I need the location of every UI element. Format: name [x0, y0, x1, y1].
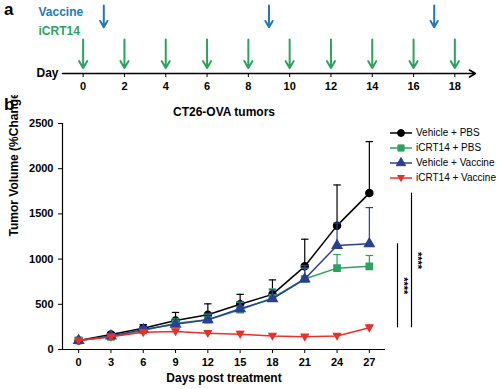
svg-text:2000: 2000	[29, 162, 53, 174]
svg-text:16: 16	[407, 80, 419, 92]
svg-text:0: 0	[76, 356, 82, 368]
svg-text:1500: 1500	[29, 207, 53, 219]
svg-text:0: 0	[47, 343, 53, 355]
svg-text:2500: 2500	[29, 117, 53, 129]
svg-text:10: 10	[284, 80, 296, 92]
svg-text:3: 3	[108, 356, 114, 368]
svg-text:4: 4	[163, 80, 170, 92]
svg-text:500: 500	[35, 298, 53, 310]
svg-text:24: 24	[331, 356, 344, 368]
svg-text:15: 15	[234, 356, 246, 368]
svg-text:27: 27	[363, 356, 375, 368]
svg-text:****: ****	[398, 277, 410, 295]
svg-text:6: 6	[140, 356, 146, 368]
svg-text:9: 9	[172, 356, 178, 368]
svg-text:12: 12	[202, 356, 214, 368]
svg-text:8: 8	[245, 80, 251, 92]
svg-text:14: 14	[366, 80, 379, 92]
svg-text:Day: Day	[36, 66, 58, 80]
svg-text:2: 2	[121, 80, 127, 92]
svg-text:CT26-OVA tumors: CT26-OVA tumors	[173, 105, 275, 119]
svg-text:Tumor Volume (%Change): Tumor Volume (%Change)	[7, 95, 21, 237]
svg-text:****: ****	[412, 252, 424, 270]
svg-text:12: 12	[325, 80, 337, 92]
svg-text:0: 0	[80, 80, 86, 92]
svg-text:18: 18	[449, 80, 461, 92]
svg-text:Vaccine: Vaccine	[39, 5, 84, 19]
svg-text:21: 21	[299, 356, 311, 368]
svg-text:1000: 1000	[29, 253, 53, 265]
svg-text:18: 18	[266, 356, 278, 368]
svg-text:Days post treatment: Days post treatment	[166, 371, 281, 385]
svg-text:iCRT14: iCRT14	[39, 24, 81, 38]
svg-text:6: 6	[204, 80, 210, 92]
